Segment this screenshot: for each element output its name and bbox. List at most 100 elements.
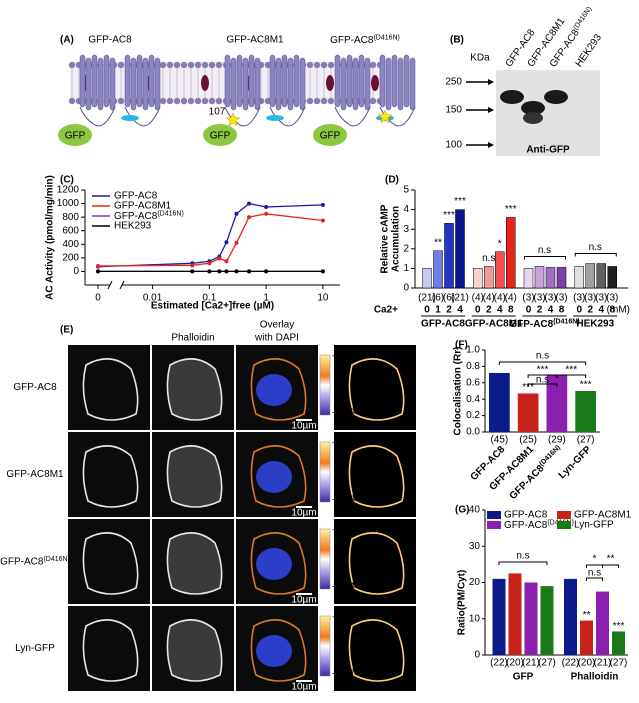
helix [154,57,161,111]
helix [340,57,347,111]
ca-tick: 2 [587,305,593,316]
nucleus [256,635,292,667]
data-point [320,202,325,207]
ca-tick: 1 [435,305,441,316]
loop [224,106,261,127]
lipid-head [369,61,377,69]
scale-label: 10µm [291,682,316,693]
n-label: (3) [544,293,556,304]
bracket [556,374,587,378]
lipid-head [159,97,167,105]
n-label: (20) [506,658,524,669]
lipid-head [208,97,216,105]
ca-tick: 0 [576,305,582,316]
helix [91,54,98,108]
panel-label: (E) [60,325,73,336]
data-point [234,211,239,216]
lipid-head [320,97,328,105]
n-label: (3) [533,293,545,304]
cell [250,619,307,682]
bar [607,266,617,289]
y-axis-label: Colocalisation (Rr) [453,347,464,436]
cell [348,358,405,421]
n-label: (4) [505,293,517,304]
helix [409,57,416,111]
row-label: GFP-AC8 [13,382,57,393]
cell-outline [82,445,139,508]
bracket [602,564,619,568]
lipid-head [306,97,314,105]
significance: *** [580,380,592,391]
helix [379,54,386,108]
scale-label: 10µm [291,421,316,432]
gfp-blob [58,124,92,146]
loop [124,106,161,127]
mw-marker: 250 [445,77,462,88]
unit-label: KDa [470,53,490,64]
y-tick-label: 0 [403,283,409,294]
band [521,101,545,115]
legend-swatch [557,521,571,529]
lipid-head [264,97,272,105]
significance: * [593,554,597,565]
mw-arrowhead [488,142,494,148]
helix [85,57,92,111]
significance: ** [434,237,442,248]
data-point [264,211,269,216]
ca-label: Ca2+ [374,305,398,316]
ca-tick: 8 [609,305,615,316]
bar [422,268,432,289]
lipid-head [215,97,223,105]
y-tick-label: 0.4 [466,394,480,405]
micrograph [68,345,150,430]
x-tick-label: 1 [263,293,269,304]
bracket [524,255,566,260]
cell [250,532,307,595]
helix [242,57,249,111]
significance: *** [537,365,549,376]
n-label: (25) [519,435,537,446]
data-point [190,263,195,268]
cyan-domain [266,115,284,121]
mutation-star [377,109,393,124]
residue-label: 107 [209,107,226,118]
bar [484,266,494,289]
data-point [96,269,100,274]
ca-tick: 4 [548,305,554,316]
bar [508,573,522,655]
column-header: Overlay [260,320,294,331]
helix [248,54,255,108]
bar [473,268,483,289]
column-header: Phalloidin [171,333,214,344]
data-point [96,264,100,268]
y-tick-label: 30 [469,541,481,552]
bar [455,209,465,289]
cell [82,445,139,508]
significance: n.s [589,242,602,253]
y-tick-label: 3 [403,224,409,235]
panel-label: (D) [385,175,399,186]
colorbar [319,615,331,677]
legend-label: GFP-AC8 [114,191,158,202]
bar [433,250,443,289]
bracket [574,253,617,257]
nucleus [256,461,292,493]
significance: *** [613,621,625,632]
group-label: GFP-AC8M1 [465,319,523,330]
panel-label: (G) [455,505,469,516]
legend-swatch [487,521,501,529]
significance: *** [565,365,577,376]
data-point [217,256,222,261]
lipid-head [166,97,174,105]
helix [254,57,261,111]
lipid-head [313,61,321,69]
lipid-head [68,97,76,105]
cell [166,445,223,508]
helix [136,54,143,108]
bar [523,268,534,289]
cell-outline [348,358,405,421]
gfp-blob [203,124,237,146]
gfp-label: GFP [65,131,86,142]
band [523,112,543,124]
